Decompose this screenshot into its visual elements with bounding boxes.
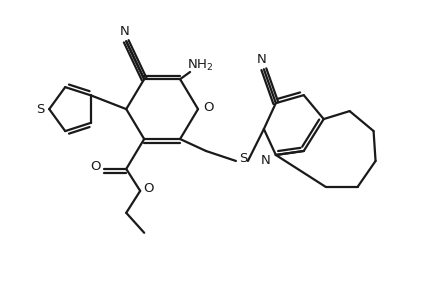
Text: N: N bbox=[257, 53, 267, 66]
Text: O: O bbox=[90, 161, 101, 173]
Text: NH$_2$: NH$_2$ bbox=[187, 58, 213, 73]
Text: O: O bbox=[144, 182, 154, 196]
Text: S: S bbox=[239, 153, 247, 166]
Text: N: N bbox=[120, 25, 129, 38]
Text: N: N bbox=[261, 154, 271, 168]
Text: S: S bbox=[36, 103, 45, 116]
Text: O: O bbox=[203, 101, 213, 113]
